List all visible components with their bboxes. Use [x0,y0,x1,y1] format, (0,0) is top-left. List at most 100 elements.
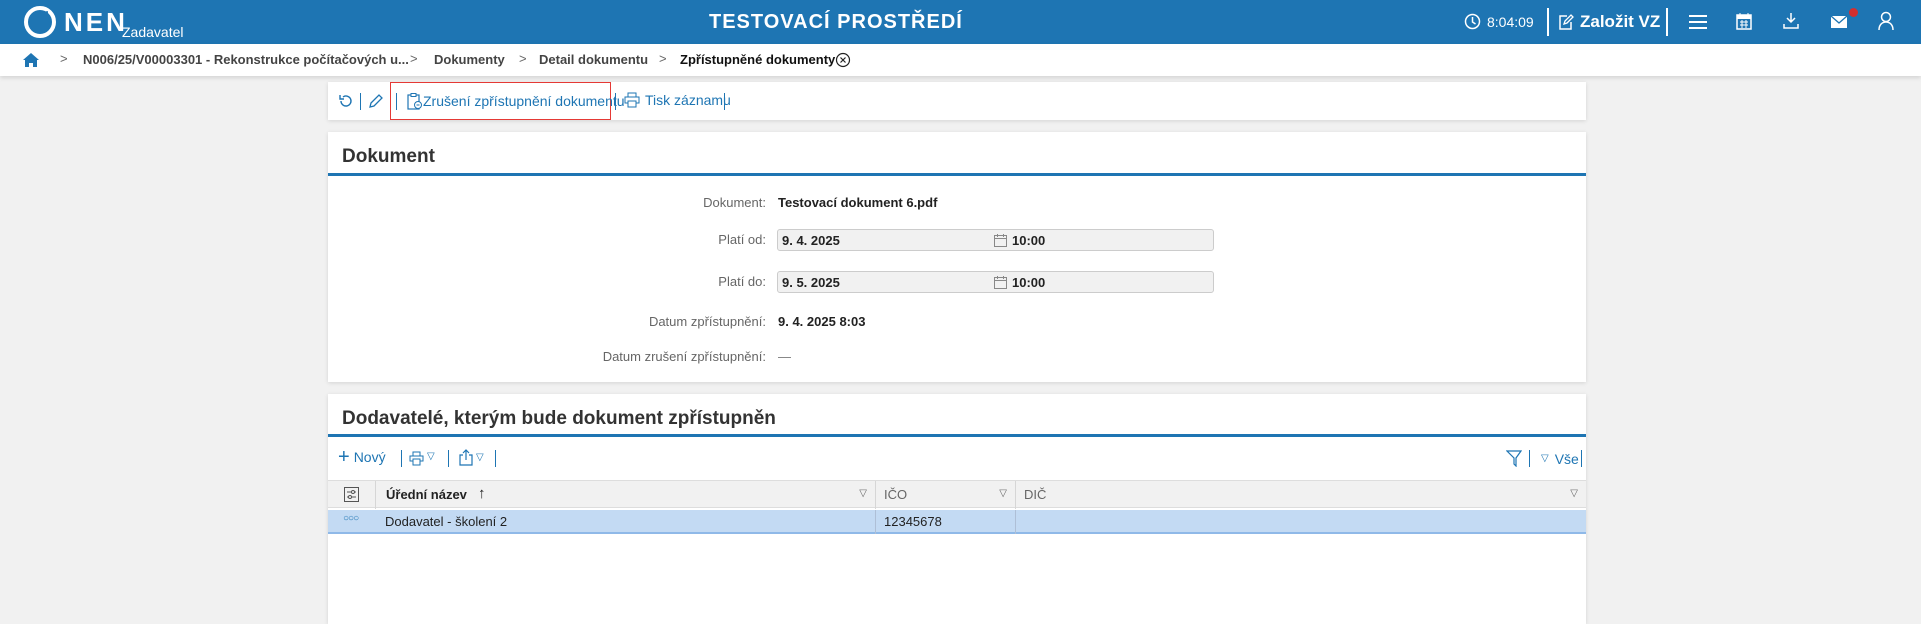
table-header: Úřední název ↑ ▽ IČO ▽ DIČ ▽ [328,480,1586,509]
cancel-date-value: — [778,349,791,364]
divider [1547,8,1549,36]
cancel-access-button[interactable]: Zrušení zpřístupnění dokumentu [390,82,625,120]
column-settings-button[interactable] [328,481,376,509]
menu-icon[interactable] [1689,14,1707,30]
chevron-right-icon: > [659,51,667,66]
clock-icon [1464,13,1481,30]
column-header-ico[interactable]: IČO ▽ [876,481,1016,509]
cell-ico: 12345678 [876,510,1016,534]
nen-logo-icon[interactable] [24,6,56,38]
more-icon: ○○○ [343,513,359,524]
divider [724,93,725,110]
column-filter-icon[interactable]: ▽ [999,488,1007,499]
environment-title: TESTOVACÍ PROSTŘEDÍ [709,11,963,33]
section-title: Dokument [342,146,435,167]
column-filter-icon[interactable]: ▽ [859,488,867,499]
mail-icon[interactable] [1830,15,1848,29]
filter-all-dropdown[interactable]: ▽ Vše [1541,451,1579,467]
print-dropdown[interactable]: ▽ [409,451,435,466]
printer-icon [409,451,424,466]
print-record-label: Tisk záznamu [645,92,731,108]
access-date-label: Datum zpřístupnění: [648,314,766,329]
column-header-name[interactable]: Úřední název ↑ ▽ [376,481,876,509]
valid-from-input[interactable]: 9. 4. 2025 10:00 [777,229,1214,251]
section-divider [328,434,1586,437]
plus-icon: + [338,446,350,468]
column-dic-label: DIČ [1024,487,1047,502]
export-dropdown[interactable]: ▽ [459,449,484,466]
divider [1666,8,1668,36]
valid-to-date: 9. 5. 2025 [782,275,840,290]
breadcrumb-document-detail[interactable]: Detail dokumentu [539,52,649,67]
document-label: Dokument: [703,195,766,210]
caret-down-icon: ▽ [427,451,435,462]
calendar-icon[interactable] [994,234,1007,247]
caret-down-icon: ▽ [476,452,484,463]
settings-sliders-icon [344,487,359,502]
divider [1529,450,1530,467]
session-time: 8:04:09 [1487,14,1534,30]
filter-all-label: Vše [1554,451,1579,467]
column-header-dic[interactable]: DIČ ▽ [1016,481,1586,509]
pencil-icon[interactable] [368,93,384,109]
clipboard-cancel-icon [407,93,422,110]
divider [615,93,616,110]
cancel-access-label: Zrušení zpřístupnění dokumentu [423,93,625,109]
role-label: Zadavatel [122,24,184,40]
suppliers-panel: Dodavatelé, kterým bude dokument zpřístu… [328,394,1586,624]
new-label: Nový [353,449,386,465]
new-button[interactable]: + Nový [338,446,386,468]
cell-name-text: Dodavatel - školení 2 [385,514,508,529]
share-icon [459,449,473,466]
chevron-right-icon: > [60,51,68,66]
user-icon[interactable] [1878,11,1894,31]
divider [396,93,397,110]
divider [495,450,496,467]
divider [448,450,449,467]
breadcrumb-tender[interactable]: N006/25/V00003301 - Rekonstrukce počítač… [83,52,409,67]
calendar-icon[interactable] [1736,12,1752,30]
access-date-value: 9. 4. 2025 8:03 [778,314,866,329]
valid-to-time: 10:00 [1012,275,1046,290]
action-toolbar: Zrušení zpřístupnění dokumentu Tisk zázn… [328,82,1586,120]
cell-ico-text: 12345678 [884,514,942,529]
document-value: Testovací dokument 6.pdf [778,195,938,210]
cell-name: Dodavatel - školení 2 [376,510,876,534]
sort-ascending-icon[interactable]: ↑ [478,485,486,502]
valid-to-label: Platí do: [718,274,766,289]
close-icon[interactable] [835,52,851,68]
cancel-date-label: Datum zrušení zpřístupnění: [602,349,766,364]
print-record-button[interactable]: Tisk záznamu [624,92,731,108]
filter-icon[interactable] [1506,450,1522,467]
chevron-right-icon: > [519,51,527,66]
cell-dic [1016,510,1586,534]
divider [360,93,361,110]
top-header: NEN Zadavatel TESTOVACÍ PROSTŘEDÍ 8:04:0… [0,0,1921,44]
section-title: Dodavatelé, kterým bude dokument zpřístu… [342,408,776,429]
logo-text: NEN [64,7,128,37]
breadcrumb: > N006/25/V00003301 - Rekonstrukce počít… [0,44,1921,76]
download-icon[interactable] [1783,12,1799,30]
row-actions-button[interactable]: ○○○ [328,510,376,534]
column-filter-icon[interactable]: ▽ [1570,488,1578,499]
create-tender-label: Založit VZ [1580,12,1661,31]
notification-badge [1849,8,1858,17]
valid-from-date: 9. 4. 2025 [782,233,840,248]
printer-icon [624,92,640,108]
section-divider [328,173,1586,176]
calendar-icon[interactable] [994,276,1007,289]
refresh-icon[interactable] [338,93,354,109]
column-ico-label: IČO [884,487,908,502]
column-name-label: Úřední název [386,487,467,502]
chevron-right-icon: > [410,51,418,66]
valid-from-label: Platí od: [718,232,766,247]
divider [1581,450,1582,467]
table-row[interactable]: ○○○ Dodavatel - školení 2 12345678 [328,510,1586,534]
valid-from-time: 10:00 [1012,233,1046,248]
create-tender-button[interactable]: Založit VZ [1558,6,1660,38]
divider [401,450,402,467]
edit-icon [1558,13,1574,31]
breadcrumb-documents[interactable]: Dokumenty [434,52,505,67]
home-icon[interactable] [22,52,40,68]
valid-to-input[interactable]: 9. 5. 2025 10:00 [777,271,1214,293]
